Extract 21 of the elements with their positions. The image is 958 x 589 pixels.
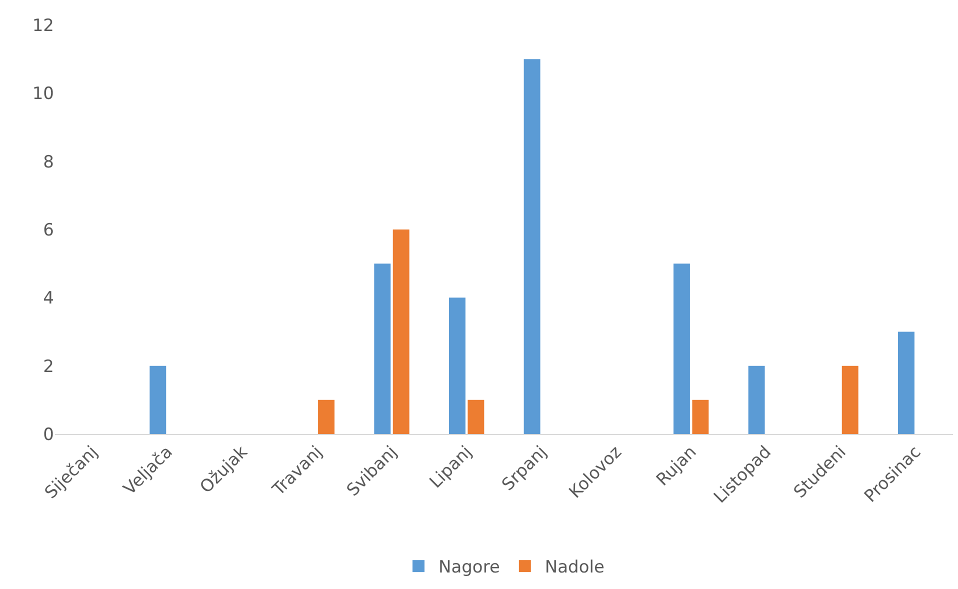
bar bbox=[374, 264, 391, 434]
bar bbox=[748, 366, 765, 434]
bar bbox=[150, 366, 166, 434]
y-tick-label: 10 bbox=[32, 84, 54, 104]
bar bbox=[524, 59, 540, 434]
y-tick-label: 0 bbox=[43, 424, 54, 445]
legend-label: Nagore bbox=[438, 558, 500, 578]
y-tick-label: 2 bbox=[43, 356, 54, 377]
bar bbox=[898, 332, 914, 434]
y-tick-label: 6 bbox=[43, 220, 54, 240]
bar bbox=[449, 298, 466, 434]
y-tick-label: 8 bbox=[43, 152, 54, 172]
bar bbox=[468, 400, 484, 434]
y-tick-label: 12 bbox=[32, 16, 54, 36]
bar bbox=[392, 230, 410, 434]
legend-label: Nadole bbox=[544, 558, 604, 578]
y-tick-label: 4 bbox=[43, 288, 54, 309]
bar bbox=[674, 264, 690, 434]
bar bbox=[842, 366, 858, 434]
bar bbox=[318, 400, 334, 434]
bar bbox=[692, 400, 709, 434]
